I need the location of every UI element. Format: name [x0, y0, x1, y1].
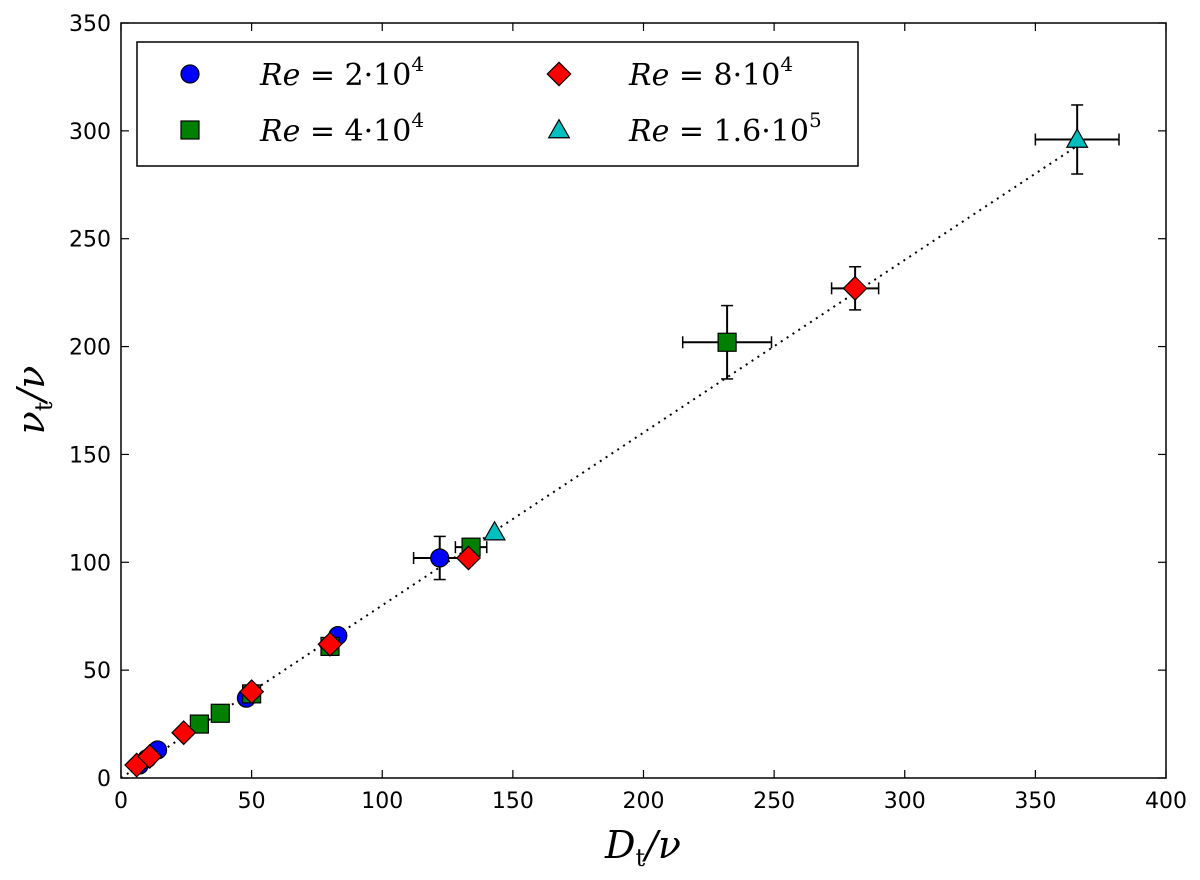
y-tick-label: 200 [69, 336, 111, 361]
data-point-diamond [317, 631, 343, 657]
x-tick-label: 250 [753, 789, 795, 814]
legend-marker-square [180, 120, 200, 140]
legend-label-var: Re [259, 114, 300, 149]
data-point-diamond [171, 720, 197, 746]
x-tick-label: 50 [238, 789, 266, 814]
legend-label: Re = 1.6·105 [628, 108, 822, 149]
y-tick-label: 300 [69, 120, 111, 145]
fit-line [121, 145, 1078, 778]
data-point-triangle [483, 520, 506, 541]
legend-label-var: Re [259, 58, 300, 93]
legend-label-var: Re [628, 114, 669, 149]
legend-marker-triangle [547, 118, 571, 139]
data-point-diamond [137, 743, 163, 769]
y-tick-label: 250 [69, 228, 111, 253]
x-tick-label: 150 [492, 789, 534, 814]
data-point-diamond [842, 275, 868, 301]
data-point-diamond [455, 545, 482, 571]
legend-label: Re = 2·104 [259, 52, 424, 93]
data-point-square [189, 714, 209, 734]
legend-label-eq: = 1.6·10 [669, 114, 809, 149]
y-axis-title: νt/ν [9, 366, 58, 435]
legend-box [136, 41, 859, 167]
data-point-circle [430, 548, 450, 568]
legend-label-exp: 5 [809, 108, 822, 132]
y-tick-label: 100 [69, 551, 111, 576]
legend-label-eq: = 2·10 [300, 58, 411, 93]
x-tick-label: 200 [623, 789, 665, 814]
legend-label: Re = 8·104 [628, 52, 793, 93]
x-tick-label: 300 [884, 789, 926, 814]
error-bars [130, 104, 1120, 772]
legend-label-exp: 4 [780, 52, 793, 76]
legend-marker-diamond [546, 61, 572, 87]
y-tick-label: 0 [97, 767, 111, 792]
axis-ticks: 0 50 100 150 200 250 300 350 400 0 50 100 150 200 250 3… [69, 12, 1187, 814]
x-tick-label: 350 [1014, 789, 1056, 814]
legend-label: Re = 4·104 [259, 108, 424, 149]
legend-marker-circle [180, 64, 200, 84]
y-tick-label: 350 [69, 12, 111, 37]
x-axis-title: Dt/ν [604, 823, 681, 872]
legend-label-var: Re [628, 58, 669, 93]
legend-label-eq: = 4·10 [300, 114, 411, 149]
y-tick-label: 150 [69, 443, 111, 468]
data-point-square [210, 703, 230, 723]
legend-label-exp: 4 [411, 108, 424, 132]
legend-label-exp: 4 [411, 52, 424, 76]
data-point-triangle [1065, 127, 1089, 148]
x-tick-label: 100 [361, 789, 403, 814]
x-tick-label: 0 [114, 789, 128, 814]
data-point-square [717, 332, 737, 352]
data-markers [124, 127, 1089, 778]
x-tick-label: 400 [1145, 789, 1187, 814]
y-tick-label: 50 [83, 659, 111, 684]
legend-label-eq: = 8·10 [669, 58, 780, 93]
data-point-diamond [239, 679, 265, 705]
